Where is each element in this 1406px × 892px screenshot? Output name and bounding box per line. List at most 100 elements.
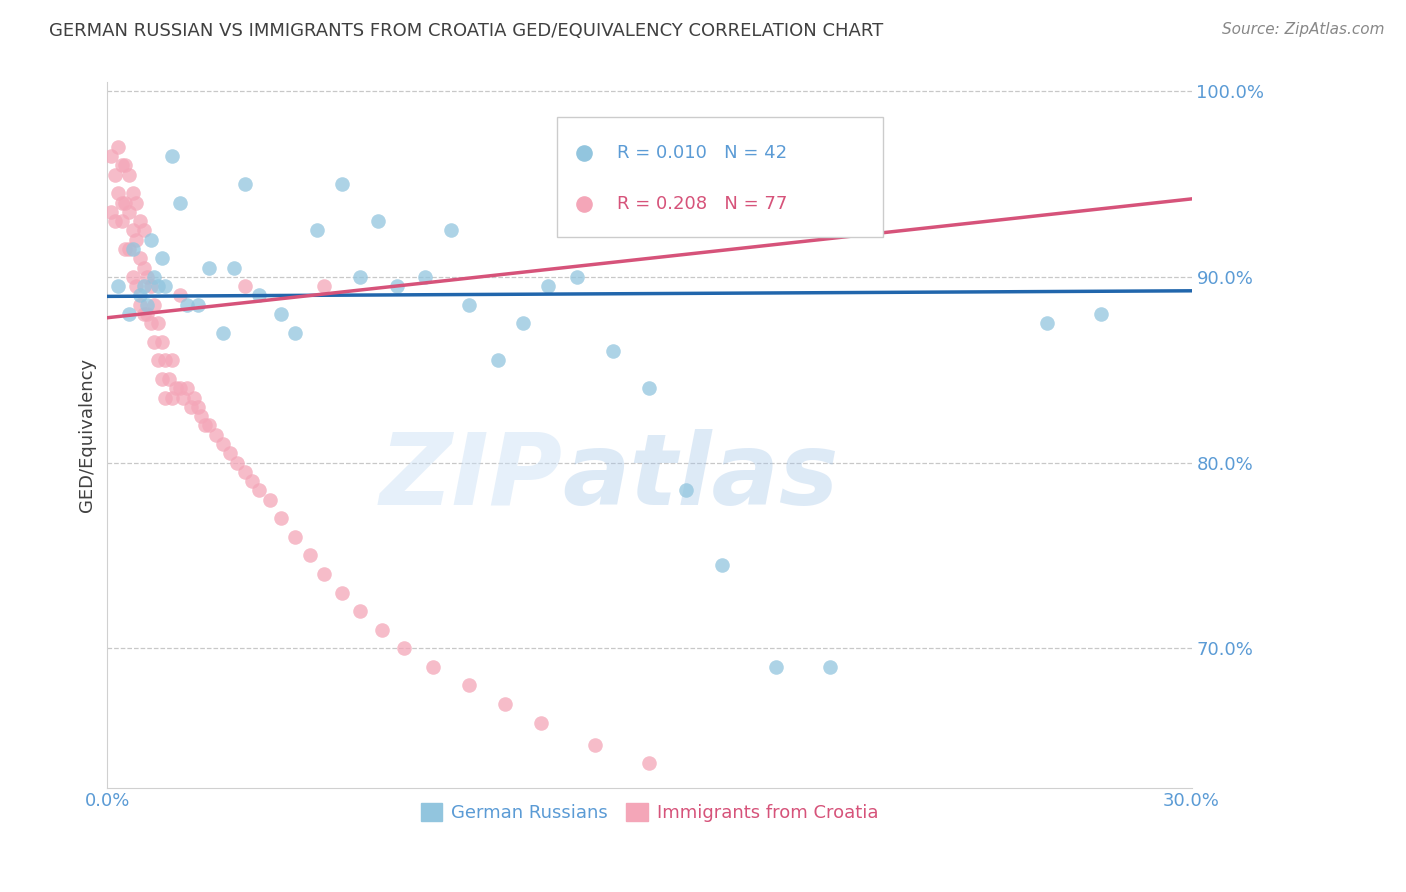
Point — [157, 372, 180, 386]
Point — [314, 279, 336, 293]
Point — [139, 233, 162, 247]
FancyBboxPatch shape — [557, 117, 883, 237]
Point — [197, 418, 219, 433]
Point — [385, 279, 408, 293]
Point — [169, 288, 191, 302]
Point — [247, 483, 270, 498]
Point — [155, 391, 177, 405]
Point — [457, 298, 479, 312]
Point — [675, 483, 697, 498]
Point — [197, 260, 219, 275]
Point — [136, 269, 159, 284]
Point — [129, 298, 152, 312]
Text: GERMAN RUSSIAN VS IMMIGRANTS FROM CROATIA GED/EQUIVALENCY CORRELATION CHART: GERMAN RUSSIAN VS IMMIGRANTS FROM CROATI… — [49, 22, 883, 40]
Point — [150, 372, 173, 386]
Point — [457, 678, 479, 692]
Point — [143, 334, 166, 349]
Point — [125, 195, 148, 210]
Point — [204, 427, 226, 442]
Point — [104, 168, 127, 182]
Point — [247, 288, 270, 302]
Point — [111, 158, 134, 172]
Point — [415, 269, 437, 284]
Point — [169, 381, 191, 395]
Point — [314, 566, 336, 581]
Point — [212, 326, 235, 340]
Point — [162, 149, 184, 163]
Point — [104, 214, 127, 228]
Text: ZIP: ZIP — [380, 428, 562, 525]
Point — [818, 660, 841, 674]
Point — [194, 418, 217, 433]
Point — [602, 344, 624, 359]
Point — [129, 288, 152, 302]
Point — [121, 223, 143, 237]
Point — [155, 279, 177, 293]
Point — [187, 298, 209, 312]
Text: R = 0.208   N = 77: R = 0.208 N = 77 — [617, 194, 787, 212]
Point — [146, 279, 169, 293]
Point — [298, 549, 321, 563]
Point — [114, 195, 136, 210]
Point — [125, 233, 148, 247]
Point — [349, 269, 371, 284]
Point — [132, 307, 155, 321]
Point — [121, 242, 143, 256]
Point — [118, 307, 141, 321]
Point — [233, 177, 256, 191]
Point — [187, 400, 209, 414]
Text: Source: ZipAtlas.com: Source: ZipAtlas.com — [1222, 22, 1385, 37]
Point — [233, 465, 256, 479]
Point — [371, 623, 394, 637]
Point — [710, 558, 733, 572]
Point — [162, 353, 184, 368]
Point — [146, 316, 169, 330]
Point — [512, 316, 534, 330]
Point — [139, 316, 162, 330]
Point — [305, 223, 328, 237]
Point — [118, 242, 141, 256]
Point — [212, 437, 235, 451]
Point — [162, 391, 184, 405]
Point — [270, 307, 292, 321]
Point — [1090, 307, 1112, 321]
Point — [150, 334, 173, 349]
Point — [143, 269, 166, 284]
Point — [330, 177, 353, 191]
Point — [1036, 316, 1059, 330]
Point — [139, 279, 162, 293]
Point — [121, 186, 143, 201]
Point — [270, 511, 292, 525]
Point — [118, 205, 141, 219]
Point — [114, 242, 136, 256]
Point — [114, 158, 136, 172]
Point — [486, 353, 509, 368]
Point — [132, 223, 155, 237]
Point — [176, 381, 198, 395]
Point — [367, 214, 389, 228]
Point — [146, 353, 169, 368]
Point — [176, 298, 198, 312]
Point — [233, 279, 256, 293]
Point — [165, 381, 187, 395]
Point — [111, 195, 134, 210]
Point — [349, 604, 371, 618]
Point — [121, 269, 143, 284]
Point — [330, 585, 353, 599]
Point — [284, 530, 307, 544]
Point — [440, 223, 463, 237]
Point — [132, 279, 155, 293]
Point — [567, 269, 589, 284]
Point — [183, 391, 205, 405]
Text: R = 0.010   N = 42: R = 0.010 N = 42 — [617, 145, 787, 162]
Point — [259, 492, 281, 507]
Point — [537, 279, 560, 293]
Y-axis label: GED/Equivalency: GED/Equivalency — [79, 358, 96, 512]
Point — [118, 168, 141, 182]
Legend: German Russians, Immigrants from Croatia: German Russians, Immigrants from Croatia — [413, 796, 886, 830]
Point — [179, 400, 201, 414]
Point — [132, 260, 155, 275]
Point — [107, 279, 129, 293]
Point — [111, 214, 134, 228]
Point — [107, 140, 129, 154]
